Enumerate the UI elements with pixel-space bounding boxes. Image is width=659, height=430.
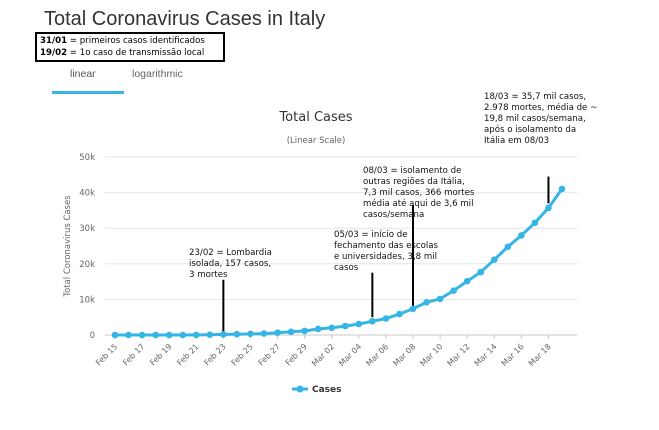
data-point — [301, 327, 308, 335]
data-point — [125, 331, 132, 339]
data-point — [490, 256, 498, 263]
data-point — [450, 287, 457, 294]
annotation-text-1: 23/02 = Lombardia isolada, 157 casos, 3 … — [189, 248, 272, 280]
note-date-1: 31/01 — [40, 36, 68, 46]
legend-marker — [296, 385, 304, 393]
x-tick-label: Mar 04 — [337, 342, 363, 368]
data-point — [179, 331, 187, 339]
data-point — [545, 204, 552, 212]
tab-linear[interactable]: linear — [70, 68, 96, 80]
x-tick-label: Feb 23 — [202, 342, 227, 367]
data-point — [463, 277, 471, 285]
y-tick-label: 40k — [79, 189, 95, 199]
y-tick-label: 0 — [90, 331, 95, 341]
data-point — [531, 219, 539, 227]
active-tab-indicator — [52, 91, 124, 94]
data-point — [138, 331, 146, 339]
data-point — [192, 331, 200, 339]
note-line-2: 19/02 = 1o caso de transmissão local — [40, 47, 220, 59]
legend-label-cases: Cases — [312, 385, 342, 395]
x-tick-label: Feb 29 — [284, 342, 309, 367]
data-point — [518, 232, 525, 239]
data-point — [287, 328, 295, 336]
chart-subtitle: (Linear Scale) — [287, 136, 346, 146]
scale-tabs: linear logarithmic — [52, 68, 212, 94]
tab-logarithmic[interactable]: logarithmic — [132, 68, 183, 80]
annotation-text-3: 08/03 = isolamento de outras regiões da … — [363, 166, 475, 220]
x-tick-label: Mar 16 — [500, 342, 526, 368]
series-line-cases — [115, 188, 564, 337]
page-title: Total Coronavirus Cases in Italy — [44, 8, 326, 30]
data-point — [233, 330, 241, 338]
y-tick-label: 10k — [79, 295, 95, 305]
x-tick-label: Mar 08 — [391, 342, 417, 368]
y-tick-label: 50k — [79, 153, 95, 163]
chart-title: Total Cases — [278, 110, 352, 125]
data-point — [558, 185, 566, 193]
data-point — [274, 329, 281, 336]
data-point — [247, 330, 254, 338]
data-point — [355, 320, 363, 328]
data-point — [504, 243, 512, 251]
data-point — [152, 331, 159, 339]
data-point — [477, 268, 485, 276]
x-tick-label: Feb 25 — [229, 342, 254, 367]
x-tick-label: Mar 02 — [310, 342, 336, 368]
y-tick-label: 30k — [79, 224, 95, 234]
data-point — [220, 331, 227, 338]
data-point — [341, 322, 349, 330]
data-point — [382, 315, 390, 322]
x-tick-label: Feb 21 — [175, 342, 200, 367]
annotation-text-2: 05/03 = início de fechamento das escolas… — [334, 230, 439, 273]
x-tick-label: Mar 12 — [446, 342, 472, 368]
data-point — [206, 331, 214, 339]
x-tick-label: Mar 18 — [527, 342, 553, 368]
x-tick-label: Feb 15 — [94, 342, 119, 367]
data-point — [260, 330, 268, 337]
annotation-text-4: 18/03 = 35,7 mil casos, 2.978 mortes, mé… — [484, 92, 598, 146]
x-tick-label: Mar 10 — [418, 342, 444, 368]
x-tick-label: Mar 06 — [364, 342, 390, 368]
x-tick-label: Mar 14 — [473, 342, 499, 368]
note-date-2: 19/02 — [40, 48, 68, 58]
y-axis-label: Total Coronavirus Cases — [63, 195, 73, 298]
data-point — [396, 310, 403, 318]
data-point — [369, 317, 376, 325]
data-point — [409, 305, 417, 313]
note-line-1: 31/01 = primeiros casos identificados — [40, 35, 220, 47]
data-point — [436, 295, 444, 303]
x-tick-label: Feb 17 — [121, 342, 146, 367]
x-tick-label: Feb 27 — [257, 342, 282, 367]
y-tick-label: 20k — [79, 260, 95, 270]
data-point — [165, 331, 173, 339]
notes-box: 31/01 = primeiros casos identificados 19… — [35, 32, 225, 62]
note-text-1: = primeiros casos identificados — [67, 36, 205, 46]
data-point — [314, 325, 322, 333]
data-point — [111, 331, 119, 339]
x-tick-label: Feb 19 — [148, 342, 173, 367]
note-text-2: = 1o caso de transmissão local — [67, 48, 205, 58]
data-point — [423, 299, 430, 306]
data-point — [328, 324, 336, 332]
